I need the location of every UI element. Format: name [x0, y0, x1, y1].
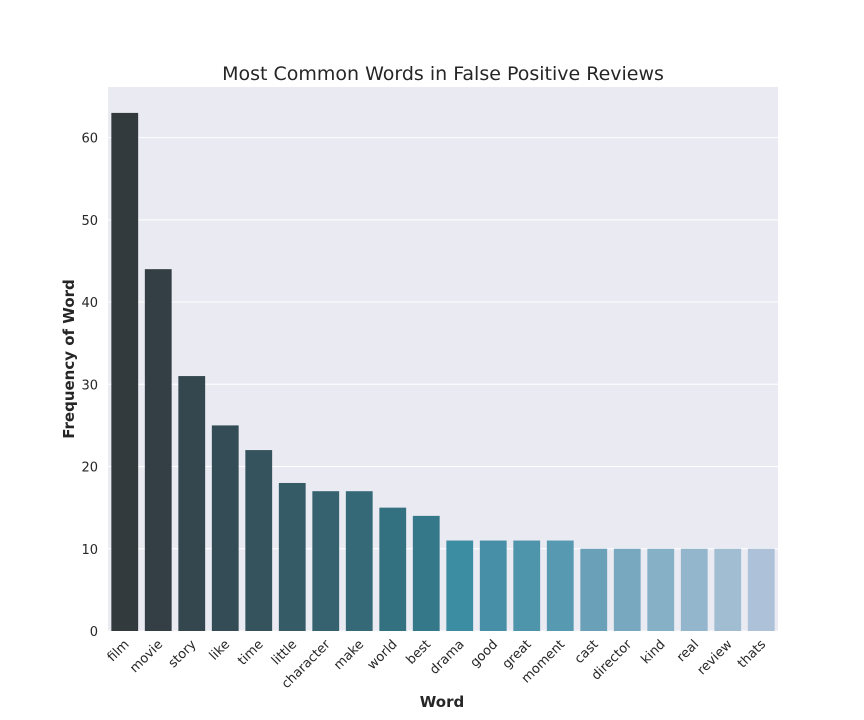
bar-drama [446, 540, 474, 631]
y-axis-ticks: 0 10 20 30 40 50 60 [81, 132, 98, 640]
x-tick-label: make [331, 637, 367, 673]
x-tick-label: time [235, 637, 266, 668]
bar-story [178, 376, 206, 631]
bar-time [245, 450, 273, 631]
bar-thats [747, 548, 775, 631]
bar-make [345, 491, 373, 631]
y-axis-label: Frequency of Word [60, 279, 78, 439]
chart-title: Most Common Words in False Positive Revi… [222, 63, 664, 85]
plot-area [108, 87, 778, 631]
bar-character [312, 491, 340, 631]
bar-moment [546, 540, 574, 631]
x-tick-label: story [166, 637, 200, 671]
x-tick-label: movie [127, 637, 166, 676]
x-tick-label: review [695, 637, 736, 678]
bar-director [613, 548, 641, 631]
y-tick-label: 0 [90, 625, 98, 640]
x-tick-label: world [365, 637, 401, 673]
x-tick-label: cast [572, 637, 602, 667]
bar-film [111, 112, 139, 631]
bar-best [412, 515, 440, 631]
y-tick-label: 50 [81, 214, 98, 229]
x-tick-label: good [468, 637, 502, 671]
x-tick-label: like [207, 637, 233, 663]
x-tick-label: film [105, 637, 133, 665]
x-tick-label: real [674, 637, 702, 665]
y-tick-label: 30 [81, 378, 98, 393]
bars [111, 112, 775, 631]
bar-review [714, 548, 742, 631]
y-tick-label: 20 [81, 461, 98, 476]
x-tick-label: kind [638, 637, 668, 667]
y-tick-label: 10 [81, 543, 98, 558]
y-tick-label: 40 [81, 296, 98, 311]
x-axis-label: Word [420, 693, 464, 711]
bar-cast [580, 548, 608, 631]
bar-movie [144, 269, 172, 631]
y-tick-label: 60 [81, 132, 98, 147]
bar-good [479, 540, 507, 631]
x-tick-label: drama [427, 637, 467, 677]
bar-little [278, 482, 306, 631]
bar-like [211, 425, 239, 631]
x-tick-label: thats [735, 637, 769, 671]
bar-world [379, 507, 407, 631]
bar-great [513, 540, 541, 631]
bar-real [680, 548, 708, 631]
x-tick-label: best [404, 637, 434, 667]
bar-kind [647, 548, 675, 631]
